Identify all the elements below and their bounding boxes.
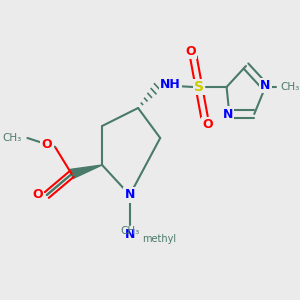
Polygon shape	[70, 165, 102, 178]
Text: O: O	[185, 44, 196, 58]
Text: N: N	[124, 227, 135, 241]
Text: O: O	[42, 137, 52, 151]
Text: S: S	[194, 80, 204, 94]
Text: N: N	[260, 79, 271, 92]
Text: CH₃: CH₃	[120, 226, 140, 236]
Text: methyl: methyl	[142, 233, 176, 244]
Text: O: O	[32, 188, 43, 202]
Text: N: N	[124, 188, 135, 202]
Text: N: N	[223, 107, 233, 121]
Text: O: O	[202, 118, 212, 131]
Text: NH: NH	[160, 77, 181, 91]
Text: CH₃: CH₃	[280, 82, 300, 92]
Text: CH₃: CH₃	[3, 133, 22, 143]
